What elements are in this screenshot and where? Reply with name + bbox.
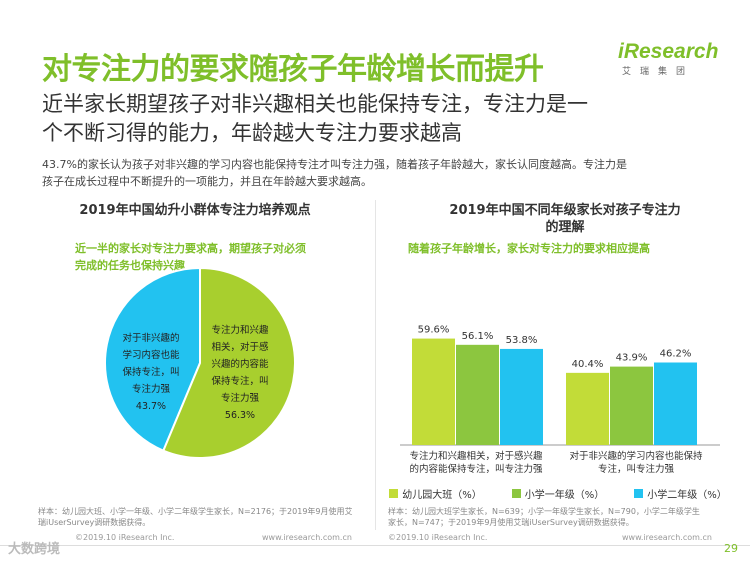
right-sample-note: 样本：幼儿园大班学生家长，N=639；小学一年级学生家长，N=790，小学二年级… [388,506,728,528]
note-line: 样本：幼儿园大班、小学一年级、小学二年级学生家长，N=2176；于2019年9月… [38,507,353,516]
legend-label: 幼儿园大班（%） [402,490,482,501]
legend-item: 幼儿园大班（%） [389,486,482,501]
right-chart-highlight: 随着孩子年龄增长，家长对专注力的要求相应提高 [408,242,650,255]
legend-swatch [389,489,399,498]
legend-item: 小学二年级（%） [634,486,727,501]
category-label-line: 对于非兴趣的学习内容也能保持 [569,451,703,462]
legend-item: 小学一年级（%） [511,486,605,501]
pie-chart [104,266,296,459]
bar-value-label: 56.1% [462,331,494,342]
highlight-line: 完成的任务也保持兴趣 [75,259,185,272]
panel-divider [375,200,376,530]
highlight-line: 近一半的家长对专注力要求高，期望孩子对必须 [75,242,306,255]
category-label-line: 专注力和兴趣相关，对于感兴趣 [409,451,543,462]
note-line: 样本：幼儿园大班学生家长，N=639；小学一年级学生家长，N=790，小学二年级… [388,507,700,516]
logo: iResearch 艾瑞集团 [618,40,718,84]
pie-label-line: 专注力强 [220,393,259,404]
left-sample-note: 样本：幼儿园大班、小学一年级、小学二年级学生家长，N=2176；于2019年9月… [38,506,368,528]
pie-slice-interest [162,266,296,459]
chart-legend: 幼儿园大班（%） 小学一年级（%） 小学二年级（%） [388,486,728,501]
category-label-line: 专注，叫专注力强 [597,464,674,475]
left-chart-title: 2019年中国幼升小群体专注力培养观点 [79,203,311,218]
page-title: 对专注力的要求随孩子年龄增长而提升 [42,52,544,87]
bar-value-label: 40.4% [572,359,604,370]
bar-interest-series-3 [500,348,543,445]
bar-value-label: 59.6% [418,325,450,336]
category-label-non-interest: 对于非兴趣的学习内容也能保持 专注，叫专注力强 [556,450,716,476]
footer-divider [0,545,750,546]
legend-swatch [634,489,644,498]
note-line: 家长，N=747；于2019年9月使用艾瑞iUserSurvey调研数据获得。 [388,518,634,527]
subtitle: 近半家长期望孩子对非兴趣相关也能保持专注，专注力是一 个不断习得的能力，年龄越大… [42,90,722,148]
bar-non-interest-series-1 [566,372,609,445]
right-copyright: ©2019.10 iResearch Inc. [388,533,488,542]
bar-non-interest-series-3 [654,362,697,445]
pie-label-line: 保持专注，叫 [211,376,269,387]
left-copyright: ©2019.10 iResearch Inc. [75,533,175,542]
summary-text: 43.7%的家长认为孩子对非兴趣的学习内容也能保持专注才叫专注力强，随着孩子年龄… [42,156,722,190]
page-number: 29 [724,542,738,555]
bar-non-interest-series-2 [610,366,653,445]
summary-line: 孩子在成长过程中不断提升的一项能力，并且在年龄越大要求越高。 [42,175,372,188]
note-line: 瑞iUserSurvey调研数据获得。 [38,518,151,527]
pie-label-line: 兴趣的内容能 [211,359,269,370]
legend-label: 小学二年级（%） [647,490,727,501]
pie-label-non-interest: 对于非兴趣的 学习内容也能 保持专注，叫 专注力强 43.7% [108,330,194,415]
category-label-line: 的内容能保持专注，叫专注力强 [409,464,543,475]
watermark: 大数跨境 [8,542,61,557]
bar-interest-series-2 [456,344,499,445]
pie-label-line: 相关，对于感 [211,342,269,353]
pie-label-interest: 专注力和兴趣 相关，对于感 兴趣的内容能 保持专注，叫 专注力强 56.3% [202,322,278,424]
bar-value-label: 46.2% [660,349,692,360]
pie-label-line: 学习内容也能 [122,350,180,361]
legend-label: 小学一年级（%） [524,490,605,501]
subtitle-line: 近半家长期望孩子对非兴趣相关也能保持专注，专注力是一 [42,92,588,116]
category-label-interest: 专注力和兴趣相关，对于感兴趣 的内容能保持专注，叫专注力强 [396,450,556,476]
right-website-link[interactable]: www.iresearch.com.cn [622,533,712,542]
bar-value-label: 43.9% [616,353,648,364]
legend-swatch [511,489,521,498]
pie-label-line: 对于非兴趣的 [122,333,180,344]
summary-line: 43.7%的家长认为孩子对非兴趣的学习内容也能保持专注才叫专注力强，随着孩子年龄… [42,158,627,171]
pie-value-label: 43.7% [135,401,167,412]
pie-label-line: 专注力和兴趣 [211,325,269,336]
pie-value-label: 56.3% [224,410,256,421]
logo-subtitle: 艾瑞集团 [622,67,695,77]
pie-slice-non-interest [104,266,201,452]
subtitle-line: 个不断习得的能力，年龄越大专注力要求越高 [42,121,462,145]
left-chart-highlight: 近一半的家长对专注力要求高，期望孩子对必须 完成的任务也保持兴趣 [75,240,365,274]
bar-chart: 59.6% 56.1% 53.8% 40.4% 43.9% 46.2% [400,325,720,446]
right-chart-title: 2019年中国不同年级家长对孩子专注力 的理解 [400,202,730,236]
pie-label-line: 保持专注，叫 [122,367,180,378]
title-line: 2019年中国不同年级家长对孩子专注力 [449,203,681,218]
logo-brand: iResearch [618,40,719,63]
bar-interest-series-1 [412,338,455,445]
pie-label-line: 专注力强 [131,384,170,395]
left-website-link[interactable]: www.iresearch.com.cn [262,533,352,542]
bar-value-label: 53.8% [506,335,538,346]
title-line: 的理解 [545,220,585,235]
